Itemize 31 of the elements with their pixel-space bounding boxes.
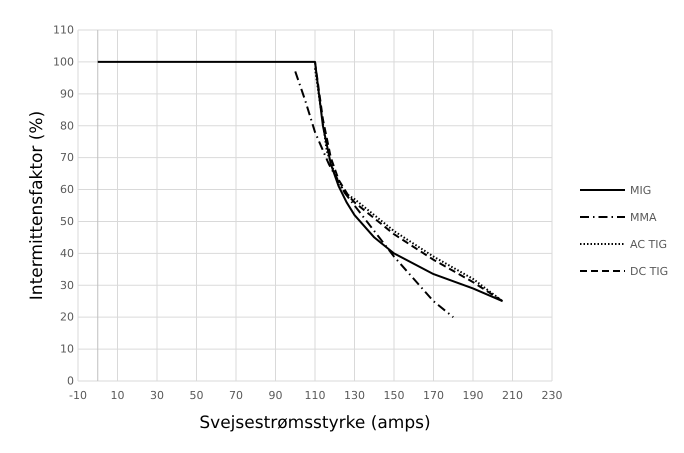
x-tick-label: 70 [229,388,243,402]
x-tick-label: 230 [542,388,562,402]
x-tick-label: 30 [150,388,164,402]
x-tick-label: 150 [384,388,404,402]
legend-label: DC TIG [630,264,668,278]
x-tick-label: 10 [110,388,124,402]
y-tick-label: 80 [60,119,74,132]
y-tick-label: 70 [60,151,74,164]
x-tick-label: 50 [190,388,204,402]
x-axis-title: Svejsestrømsstyrke (amps) [199,413,431,433]
x-tick-label: 90 [268,388,282,402]
y-tick-label: 20 [60,310,74,324]
legend-label: MMA [630,210,657,224]
x-tick-label: -10 [69,388,87,402]
y-tick-label: 90 [60,87,74,100]
x-tick-label: 170 [423,388,444,402]
x-tick-label: 210 [502,388,523,402]
legend-label: AC TIG [630,238,667,251]
y-axis-title: Intermittensfaktor (%) [27,110,47,300]
legend-label: MIG [630,184,652,197]
x-tick-label: 190 [462,388,484,402]
x-tick-label: 130 [344,388,365,402]
x-tick-label: 110 [304,388,326,402]
y-tick-label: 110 [53,24,74,37]
y-tick-label: 60 [60,183,74,196]
y-tick-label: 50 [60,214,74,228]
y-tick-label: 40 [60,246,74,260]
y-tick-label: 100 [53,55,74,68]
y-tick-label: 30 [60,278,74,292]
y-tick-label: 0 [67,374,74,388]
y-tick-label: 10 [60,342,74,356]
